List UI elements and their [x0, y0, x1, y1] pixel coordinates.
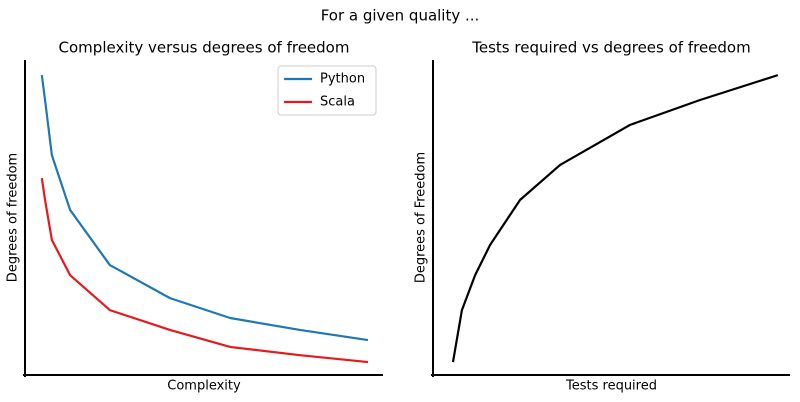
data-line: [40, 74, 369, 342]
data-line: [40, 177, 369, 364]
y-axis-label: Degrees of Freedom: [414, 152, 429, 283]
x-axis-label: Complexity: [167, 379, 241, 394]
figure-title: For a given quality ...: [321, 7, 480, 25]
legend-label: Python: [320, 72, 365, 87]
y-axis-label: Degrees of freedom: [6, 153, 21, 282]
chart-title: Complexity versus degrees of freedom: [59, 39, 350, 57]
x-axis-label: Tests required: [565, 379, 657, 394]
data-line: [451, 74, 779, 363]
chart-title: Tests required vs degrees of freedom: [471, 39, 750, 57]
legend-label: Scala: [320, 95, 355, 110]
